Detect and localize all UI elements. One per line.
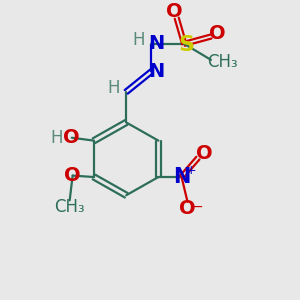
Text: O: O xyxy=(179,199,196,218)
Text: H: H xyxy=(133,31,145,49)
Text: O: O xyxy=(63,128,80,147)
Text: −: − xyxy=(191,200,203,214)
Text: N: N xyxy=(149,62,165,81)
Text: O: O xyxy=(64,166,81,185)
Text: CH₃: CH₃ xyxy=(54,198,85,216)
Text: O: O xyxy=(209,24,226,43)
Text: O: O xyxy=(196,144,213,163)
Text: H: H xyxy=(50,129,62,147)
Text: N: N xyxy=(149,34,165,53)
Text: CH₃: CH₃ xyxy=(207,53,238,71)
Text: O: O xyxy=(166,2,183,21)
Text: N: N xyxy=(173,167,190,187)
Text: +: + xyxy=(185,164,196,177)
Text: H: H xyxy=(107,80,120,98)
Text: S: S xyxy=(178,35,195,55)
